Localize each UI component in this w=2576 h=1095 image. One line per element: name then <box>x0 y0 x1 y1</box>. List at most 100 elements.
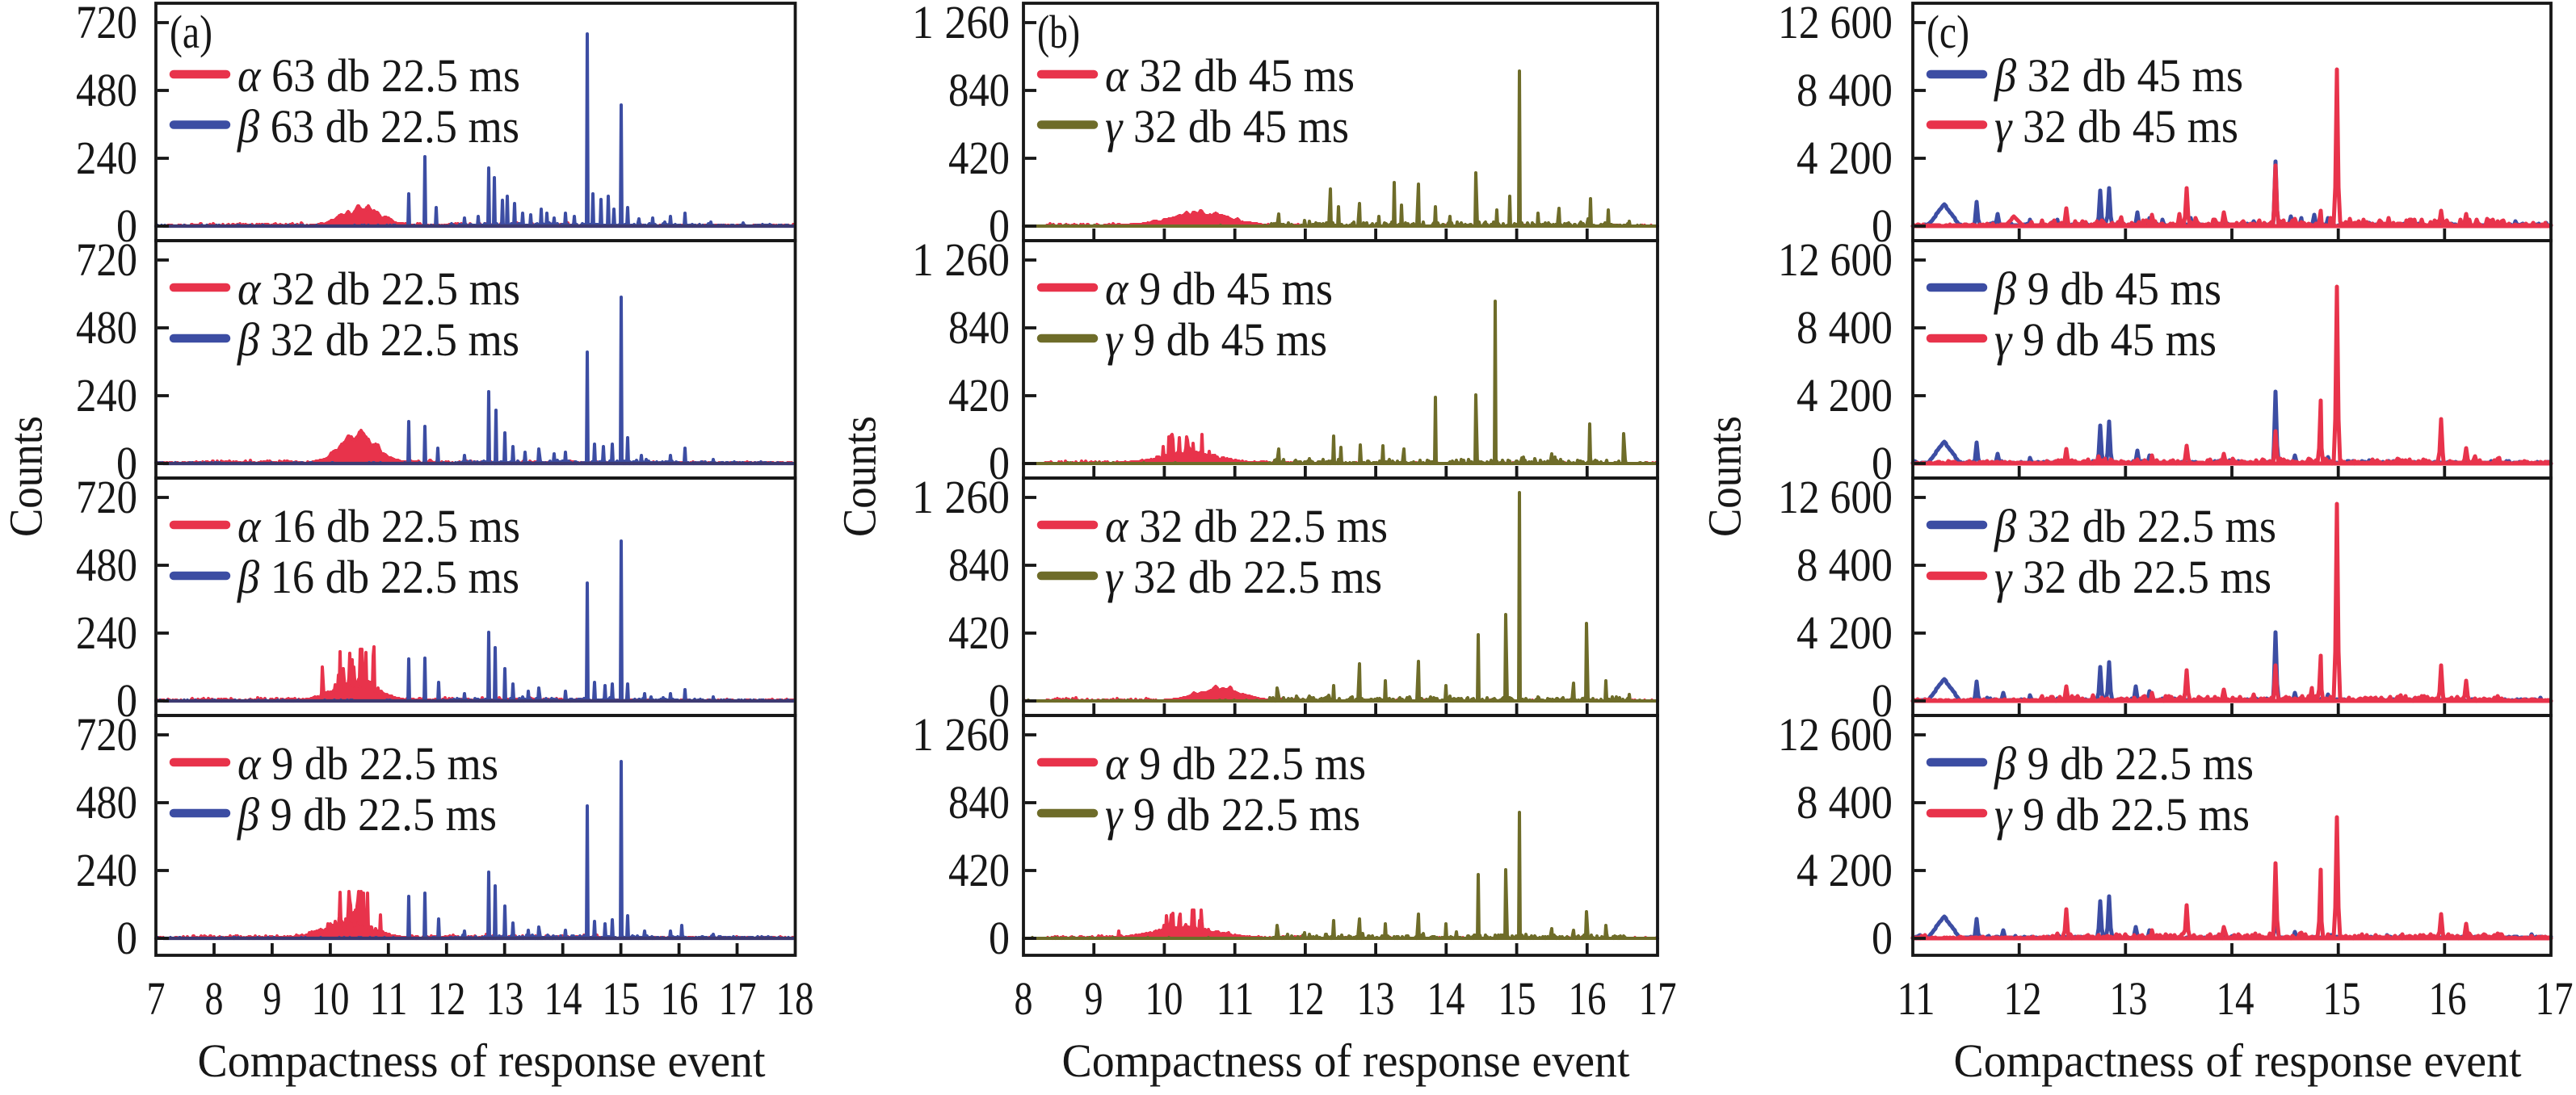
svg-text:15: 15 <box>1498 972 1536 1025</box>
svg-text:1 260: 1 260 <box>912 0 1010 48</box>
svg-text:0: 0 <box>1872 674 1893 727</box>
svg-text:720: 720 <box>76 708 137 761</box>
svg-text:α 9 db 22.5 ms: α 9 db 22.5 ms <box>237 737 498 790</box>
svg-text:12: 12 <box>2004 972 2042 1025</box>
svg-text:Counts: Counts <box>1698 416 1750 537</box>
svg-text:480: 480 <box>76 539 137 591</box>
svg-text:8 400: 8 400 <box>1796 539 1893 591</box>
svg-text:240: 240 <box>76 606 137 659</box>
svg-text:0: 0 <box>1872 912 1893 964</box>
svg-text:4 200: 4 200 <box>1796 844 1893 896</box>
svg-text:15: 15 <box>603 972 641 1025</box>
svg-text:720: 720 <box>76 471 137 523</box>
svg-text:γ 9 db 22.5 ms: γ 9 db 22.5 ms <box>1105 788 1360 841</box>
svg-text:α 32 db 22.5 ms: α 32 db 22.5 ms <box>237 262 520 315</box>
svg-text:1 260: 1 260 <box>912 471 1010 523</box>
svg-text:12 600: 12 600 <box>1778 233 1893 286</box>
svg-text:10: 10 <box>312 972 350 1025</box>
svg-text:11: 11 <box>370 972 408 1025</box>
svg-text:4 200: 4 200 <box>1796 606 1893 659</box>
svg-text:0: 0 <box>1872 437 1893 489</box>
svg-text:12 600: 12 600 <box>1778 471 1893 523</box>
svg-text:12: 12 <box>428 972 466 1025</box>
svg-text:β 32 db 22.5 ms: β 32 db 22.5 ms <box>237 313 519 366</box>
svg-text:(a): (a) <box>170 6 212 58</box>
svg-text:240: 240 <box>76 132 137 184</box>
svg-text:17: 17 <box>719 972 757 1025</box>
svg-text:840: 840 <box>948 539 1010 591</box>
svg-text:1 260: 1 260 <box>912 233 1010 286</box>
svg-text:α 32 db 22.5 ms: α 32 db 22.5 ms <box>1105 500 1388 552</box>
svg-text:Compactness of response event: Compactness of response event <box>1062 1034 1630 1087</box>
svg-text:840: 840 <box>948 64 1010 116</box>
svg-text:0: 0 <box>989 912 1010 964</box>
svg-text:10: 10 <box>1145 972 1183 1025</box>
svg-text:7: 7 <box>147 972 166 1025</box>
svg-text:γ 9 db 45 ms: γ 9 db 45 ms <box>1994 313 2217 366</box>
svg-text:Counts: Counts <box>833 416 885 537</box>
svg-text:840: 840 <box>948 301 1010 354</box>
svg-text:β 9 db 22.5 ms: β 9 db 22.5 ms <box>1994 737 2254 790</box>
svg-text:γ 32 db 45 ms: γ 32 db 45 ms <box>1105 100 1349 153</box>
svg-text:β 16 db 22.5 ms: β 16 db 22.5 ms <box>237 551 519 603</box>
svg-text:γ 32 db 22.5 ms: γ 32 db 22.5 ms <box>1105 551 1382 603</box>
svg-text:0: 0 <box>989 437 1010 489</box>
svg-text:9: 9 <box>1085 972 1103 1025</box>
svg-text:720: 720 <box>76 233 137 286</box>
svg-text:840: 840 <box>948 776 1010 829</box>
svg-text:14: 14 <box>544 972 582 1025</box>
svg-text:720: 720 <box>76 0 137 48</box>
svg-text:β 63 db 22.5 ms: β 63 db 22.5 ms <box>237 100 519 153</box>
svg-text:8 400: 8 400 <box>1796 301 1893 354</box>
svg-text:8: 8 <box>205 972 224 1025</box>
svg-text:480: 480 <box>76 64 137 116</box>
svg-text:12 600: 12 600 <box>1778 708 1893 761</box>
svg-text:β 32 db 22.5 ms: β 32 db 22.5 ms <box>1994 500 2276 552</box>
svg-text:Compactness of response event: Compactness of response event <box>198 1034 766 1087</box>
svg-text:16: 16 <box>661 972 699 1025</box>
svg-text:α 16 db 22.5 ms: α 16 db 22.5 ms <box>237 500 520 552</box>
svg-text:α 9 db 45 ms: α 9 db 45 ms <box>1105 262 1333 315</box>
svg-text:13: 13 <box>1357 972 1395 1025</box>
svg-text:16: 16 <box>1569 972 1607 1025</box>
svg-text:14: 14 <box>2217 972 2255 1025</box>
svg-text:α 9 db 22.5 ms: α 9 db 22.5 ms <box>1105 737 1366 790</box>
svg-text:8 400: 8 400 <box>1796 776 1893 829</box>
svg-text:(b): (b) <box>1037 6 1080 58</box>
svg-text:420: 420 <box>948 844 1010 896</box>
svg-text:α 63 db 22.5 ms: α 63 db 22.5 ms <box>237 49 520 102</box>
svg-text:17: 17 <box>2536 972 2574 1025</box>
svg-text:0: 0 <box>116 437 137 489</box>
svg-text:9: 9 <box>263 972 282 1025</box>
svg-text:γ 32 db 45 ms: γ 32 db 45 ms <box>1994 100 2238 153</box>
svg-text:17: 17 <box>1639 972 1677 1025</box>
svg-text:0: 0 <box>116 199 137 252</box>
svg-text:Compactness of response event: Compactness of response event <box>1954 1034 2522 1087</box>
svg-text:480: 480 <box>76 776 137 829</box>
svg-text:γ 9 db 45 ms: γ 9 db 45 ms <box>1105 313 1327 366</box>
svg-text:13: 13 <box>2110 972 2148 1025</box>
svg-text:8 400: 8 400 <box>1796 64 1893 116</box>
svg-text:0: 0 <box>989 674 1010 727</box>
svg-text:Counts: Counts <box>0 416 52 537</box>
svg-text:4 200: 4 200 <box>1796 132 1893 184</box>
svg-text:α 32 db 45 ms: α 32 db 45 ms <box>1105 49 1355 102</box>
svg-text:15: 15 <box>2323 972 2361 1025</box>
svg-text:18: 18 <box>776 972 814 1025</box>
svg-text:480: 480 <box>76 301 137 354</box>
svg-text:12 600: 12 600 <box>1778 0 1893 48</box>
svg-text:1 260: 1 260 <box>912 708 1010 761</box>
svg-text:4 200: 4 200 <box>1796 369 1893 422</box>
svg-text:240: 240 <box>76 369 137 422</box>
svg-text:240: 240 <box>76 844 137 896</box>
svg-text:420: 420 <box>948 606 1010 659</box>
svg-text:0: 0 <box>116 912 137 964</box>
svg-text:13: 13 <box>486 972 524 1025</box>
svg-text:0: 0 <box>1872 199 1893 252</box>
svg-text:12: 12 <box>1287 972 1325 1025</box>
svg-text:420: 420 <box>948 369 1010 422</box>
svg-text:420: 420 <box>948 132 1010 184</box>
svg-text:0: 0 <box>116 674 137 727</box>
svg-text:8: 8 <box>1015 972 1033 1025</box>
svg-text:β 9 db 45 ms: β 9 db 45 ms <box>1994 262 2221 315</box>
